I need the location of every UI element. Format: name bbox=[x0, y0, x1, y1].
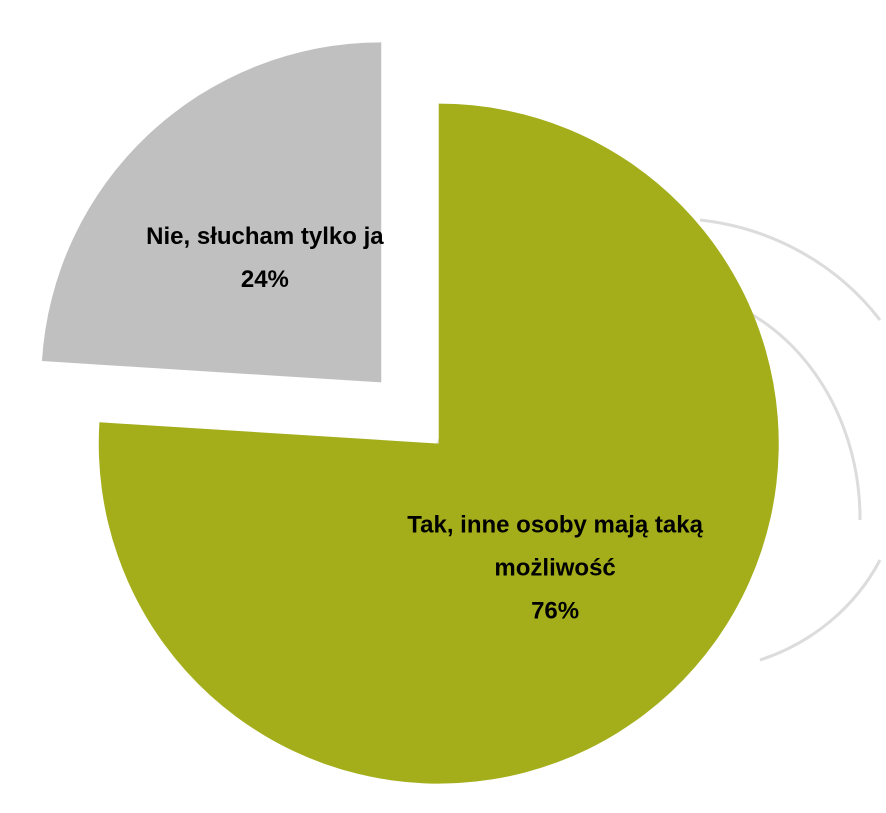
slices bbox=[41, 42, 779, 784]
slice-value: 76% bbox=[531, 597, 580, 625]
slice-value: 24% bbox=[240, 266, 289, 294]
decor-arc bbox=[699, 218, 882, 321]
pie-slice bbox=[41, 42, 382, 383]
slice-name: Tak, inne osoby mają taką możliwość bbox=[407, 511, 703, 582]
slice-label: Nie, słucham tylko ja 24% bbox=[105, 215, 425, 301]
pie-slice bbox=[98, 103, 779, 784]
decor-arc bbox=[759, 559, 882, 662]
slice-name: Nie, słucham tylko ja bbox=[146, 223, 384, 251]
slice-label: Tak, inne osoby mają taką możliwość 76% bbox=[385, 503, 725, 632]
